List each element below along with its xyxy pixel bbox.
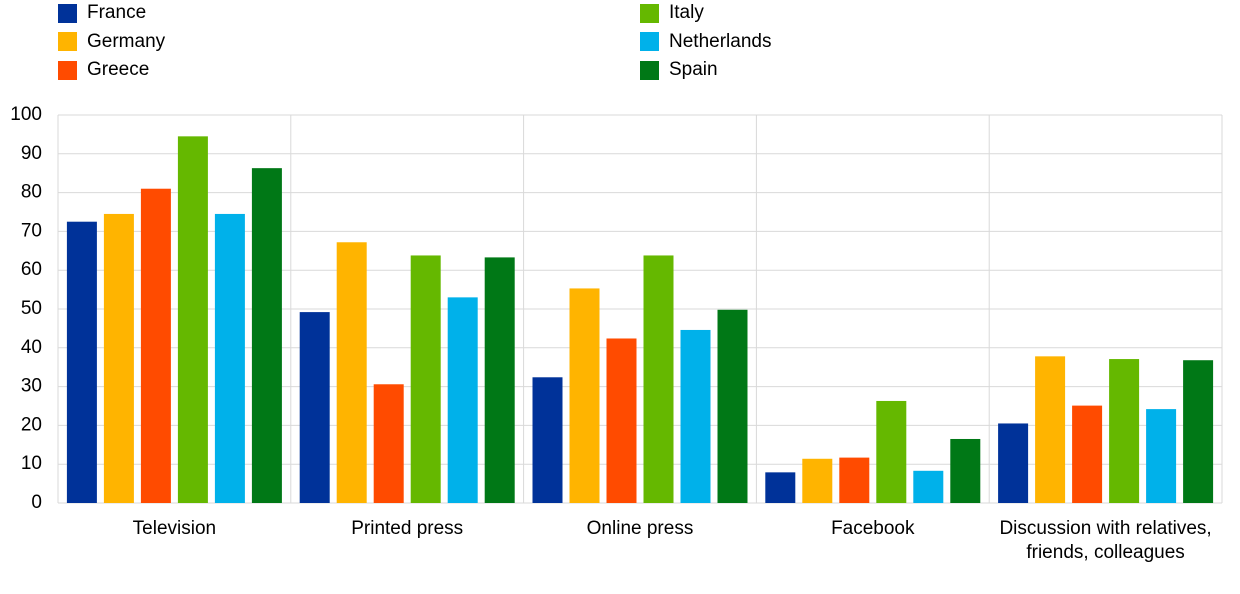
legend-swatch bbox=[640, 32, 659, 51]
bar bbox=[177, 136, 208, 503]
legend-item: Germany bbox=[58, 31, 165, 53]
bar bbox=[802, 458, 833, 503]
legend-swatch bbox=[640, 3, 659, 23]
bar bbox=[876, 400, 907, 503]
y-tick-label: 10 bbox=[21, 453, 42, 474]
bar bbox=[913, 470, 944, 503]
bar bbox=[998, 423, 1029, 503]
legend-label: Spain bbox=[669, 59, 718, 80]
y-tick-label: 0 bbox=[31, 492, 42, 513]
bar bbox=[532, 377, 563, 503]
x-tick-label: Television bbox=[132, 518, 217, 539]
legend-label: Italy bbox=[669, 2, 704, 23]
legend-item: Spain bbox=[640, 59, 718, 81]
x-tick-label: Online press bbox=[586, 518, 694, 539]
legend-item: Italy bbox=[640, 2, 704, 24]
legend-swatch bbox=[58, 32, 77, 51]
bar bbox=[484, 257, 515, 503]
bar bbox=[839, 457, 870, 503]
y-tick-label: 100 bbox=[10, 104, 42, 125]
bar bbox=[103, 213, 134, 503]
bar bbox=[1109, 359, 1140, 503]
bar bbox=[336, 242, 367, 503]
y-tick-label: 90 bbox=[21, 143, 42, 164]
y-tick-label: 80 bbox=[21, 182, 42, 203]
bar bbox=[1035, 356, 1066, 503]
legend-item: France bbox=[58, 2, 146, 24]
legend-swatch bbox=[58, 3, 77, 23]
bar bbox=[140, 188, 171, 503]
bar bbox=[765, 472, 796, 503]
bar bbox=[643, 255, 674, 503]
legend-label: Netherlands bbox=[669, 30, 772, 52]
legend-swatch bbox=[58, 60, 77, 80]
bar bbox=[66, 221, 97, 503]
bar bbox=[717, 309, 748, 503]
legend-label: Germany bbox=[87, 30, 166, 52]
y-tick-label: 70 bbox=[21, 220, 42, 241]
bar bbox=[410, 255, 441, 503]
bar bbox=[950, 438, 981, 503]
bar bbox=[606, 338, 637, 503]
y-tick-label: 20 bbox=[21, 414, 42, 435]
x-tick-label: Facebook bbox=[831, 518, 915, 539]
x-tick-label: Discussion with relatives, friends, coll… bbox=[999, 518, 1212, 563]
legend-item: Greece bbox=[58, 59, 149, 81]
y-tick-label: 50 bbox=[21, 298, 42, 319]
x-tick-label: Printed press bbox=[351, 518, 464, 539]
bar bbox=[214, 213, 245, 503]
y-tick-label: 60 bbox=[21, 259, 42, 280]
bar bbox=[1183, 360, 1214, 503]
bar bbox=[251, 168, 282, 503]
bar bbox=[1072, 405, 1103, 503]
legend-label: Greece bbox=[87, 59, 150, 80]
legend-item: Netherlands bbox=[640, 31, 771, 53]
bar bbox=[569, 288, 600, 503]
bar bbox=[299, 312, 330, 503]
bar bbox=[1146, 409, 1177, 503]
legend-swatch bbox=[640, 60, 659, 80]
y-tick-label: 40 bbox=[21, 337, 42, 358]
bar bbox=[447, 297, 478, 503]
legend-label: France bbox=[87, 2, 147, 23]
bar bbox=[680, 329, 711, 503]
bar bbox=[373, 384, 404, 503]
y-tick-label: 30 bbox=[21, 376, 42, 397]
